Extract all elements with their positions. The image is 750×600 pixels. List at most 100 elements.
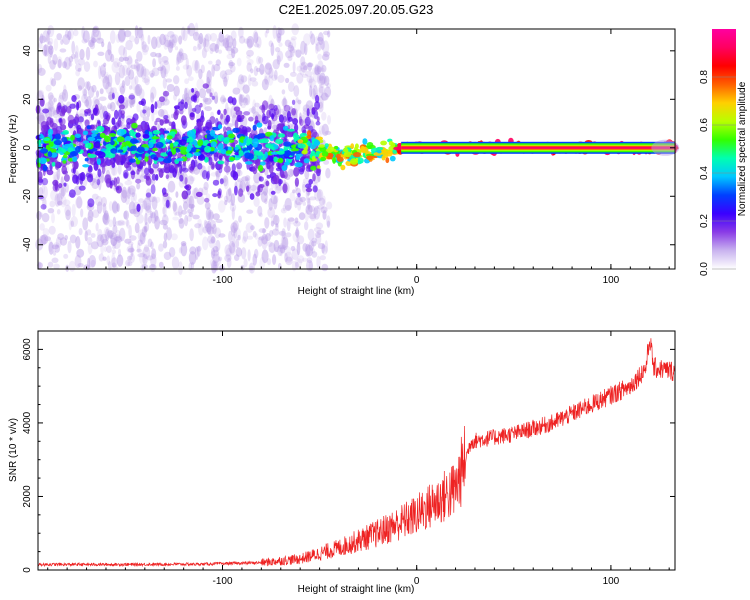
- heatmap-cell: [283, 145, 289, 152]
- heatmap-cell: [154, 120, 158, 126]
- colorbar: 0.0 0.2 0.4 0.6 0.8 Normalized spectral ampl…: [699, 29, 748, 276]
- heatmap-cell: [332, 157, 336, 164]
- heatmap-noise-cell: [129, 208, 137, 215]
- heatmap-cell: [82, 164, 90, 168]
- heatmap-cell: [72, 174, 79, 184]
- heatmap-cell: [61, 118, 66, 125]
- figure-title: C2E1.2025.097.20.05.G23: [279, 2, 434, 17]
- heatmap-noise-cell: [201, 47, 207, 59]
- heatmap-noise-cell: [173, 94, 177, 101]
- heatmap-noise-cell: [321, 91, 328, 101]
- heatmap-noise-cell: [111, 61, 120, 74]
- heatmap-cell: [88, 154, 97, 158]
- heatmap-cell: [86, 125, 91, 130]
- heatmap-noise-cell: [294, 258, 303, 267]
- heatmap-noise-cell: [256, 55, 261, 65]
- heatmap-cell: [179, 109, 184, 115]
- heatmap-noise-cell: [94, 99, 100, 106]
- heatmap-noise-cell: [223, 76, 228, 87]
- heatmap-noise-cell: [214, 43, 219, 54]
- heatmap-cell: [162, 118, 168, 125]
- heatmap-cell: [40, 121, 48, 129]
- heatmap-cell: [212, 193, 218, 198]
- heatmap-noise-cell: [323, 30, 330, 36]
- heatmap-noise-cell: [264, 30, 268, 38]
- heatmap-noise-cell: [270, 220, 275, 227]
- heatmap-noise-cell: [105, 74, 110, 85]
- heatmap-cell: [43, 137, 50, 141]
- heatmap-noise-cell: [241, 247, 247, 260]
- heatmap-noise-cell: [288, 42, 293, 49]
- heatmap-noise-cell: [116, 203, 120, 212]
- heatmap-noise-cell: [210, 236, 216, 244]
- heatmap-noise-cell: [273, 195, 278, 210]
- heatmap-noise-cell: [38, 187, 44, 197]
- heatmap-noise-cell: [38, 35, 47, 44]
- heatmap-cell: [180, 115, 187, 125]
- heatmap-noise-cell: [293, 195, 302, 206]
- heatmap-cell: [48, 141, 54, 147]
- heatmap-cell: [249, 193, 255, 200]
- heatmap-noise-cell: [64, 204, 72, 217]
- heatmap-noise-cell: [204, 33, 212, 42]
- heatmap-cell: [357, 157, 364, 164]
- y-tick-label: 4000: [22, 411, 33, 434]
- heatmap-noise-cell: [136, 63, 144, 78]
- heatmap-cell: [257, 165, 264, 172]
- y-tick-label: 0: [22, 567, 33, 573]
- heatmap-noise-cell: [145, 205, 152, 213]
- heatmap-noise-cell: [99, 88, 104, 95]
- heatmap-noise-cell: [162, 240, 168, 249]
- heatmap-cell: [232, 127, 240, 134]
- heatmap-noise-cell: [277, 27, 285, 36]
- heatmap-noise-cell: [314, 63, 319, 72]
- heatmap-noise-cell: [270, 42, 275, 56]
- heatmap-noise-cell: [207, 165, 211, 173]
- snr-x-axis-label: Height of straight line (km): [298, 584, 415, 595]
- heatmap-noise-cell: [246, 235, 254, 240]
- heatmap-noise-cell: [261, 234, 268, 245]
- heatmap-noise-cell: [238, 35, 246, 44]
- heatmap-noise-cell: [202, 226, 208, 234]
- x-tick-label: -100: [212, 576, 232, 587]
- heatmap-cell: [40, 148, 49, 154]
- heatmap-noise-cell: [62, 199, 71, 206]
- heatmap-noise-cell: [169, 41, 174, 49]
- heatmap-noise-cell: [62, 34, 71, 45]
- heatmap-noise-cell: [271, 74, 278, 81]
- heatmap-noise-cell: [48, 94, 56, 106]
- heatmap-noise-cell: [133, 85, 141, 96]
- heatmap-cell: [142, 109, 147, 114]
- snr-y-ticks: 0 2000 4000 6000: [22, 330, 675, 573]
- heatmap-cell: [47, 151, 53, 158]
- heatmap-noise-cell: [306, 197, 311, 204]
- heatmap-cell: [342, 147, 349, 153]
- heatmap-cell: [227, 96, 234, 104]
- heatmap-cell: [136, 168, 140, 175]
- heatmap-noise-cell: [194, 246, 199, 260]
- heatmap-cell: [62, 130, 69, 135]
- heatmap-noise-cell: [114, 91, 120, 105]
- heatmap-noise-cell: [91, 84, 97, 93]
- heatmap-noise-cell: [50, 189, 58, 201]
- heatmap-noise-cell: [264, 198, 268, 205]
- heatmap-noise-cell: [68, 220, 72, 231]
- heatmap-noise-cell: [262, 228, 266, 234]
- heatmap-noise-cell: [178, 48, 184, 57]
- heatmap-noise-cell: [276, 50, 284, 62]
- heatmap-cell: [130, 138, 138, 144]
- heatmap-noise-cell: [324, 240, 328, 253]
- heatmap-cell: [161, 187, 167, 195]
- heatmap-cell: [360, 146, 369, 154]
- heatmap-noise-cell: [284, 251, 293, 263]
- heatmap-noise-cell: [230, 47, 239, 54]
- heatmap-noise-cell: [205, 88, 212, 93]
- heatmap-cell: [291, 108, 296, 116]
- heatmap-noise-cell: [172, 216, 179, 221]
- heatmap-cell: [87, 136, 96, 142]
- heatmap-noise-cell: [45, 84, 52, 92]
- heatmap-noise-cell: [92, 25, 100, 38]
- heatmap-cell: [312, 185, 318, 193]
- heatmap-noise-cell: [309, 76, 313, 88]
- heatmap-noise-cell: [134, 59, 138, 64]
